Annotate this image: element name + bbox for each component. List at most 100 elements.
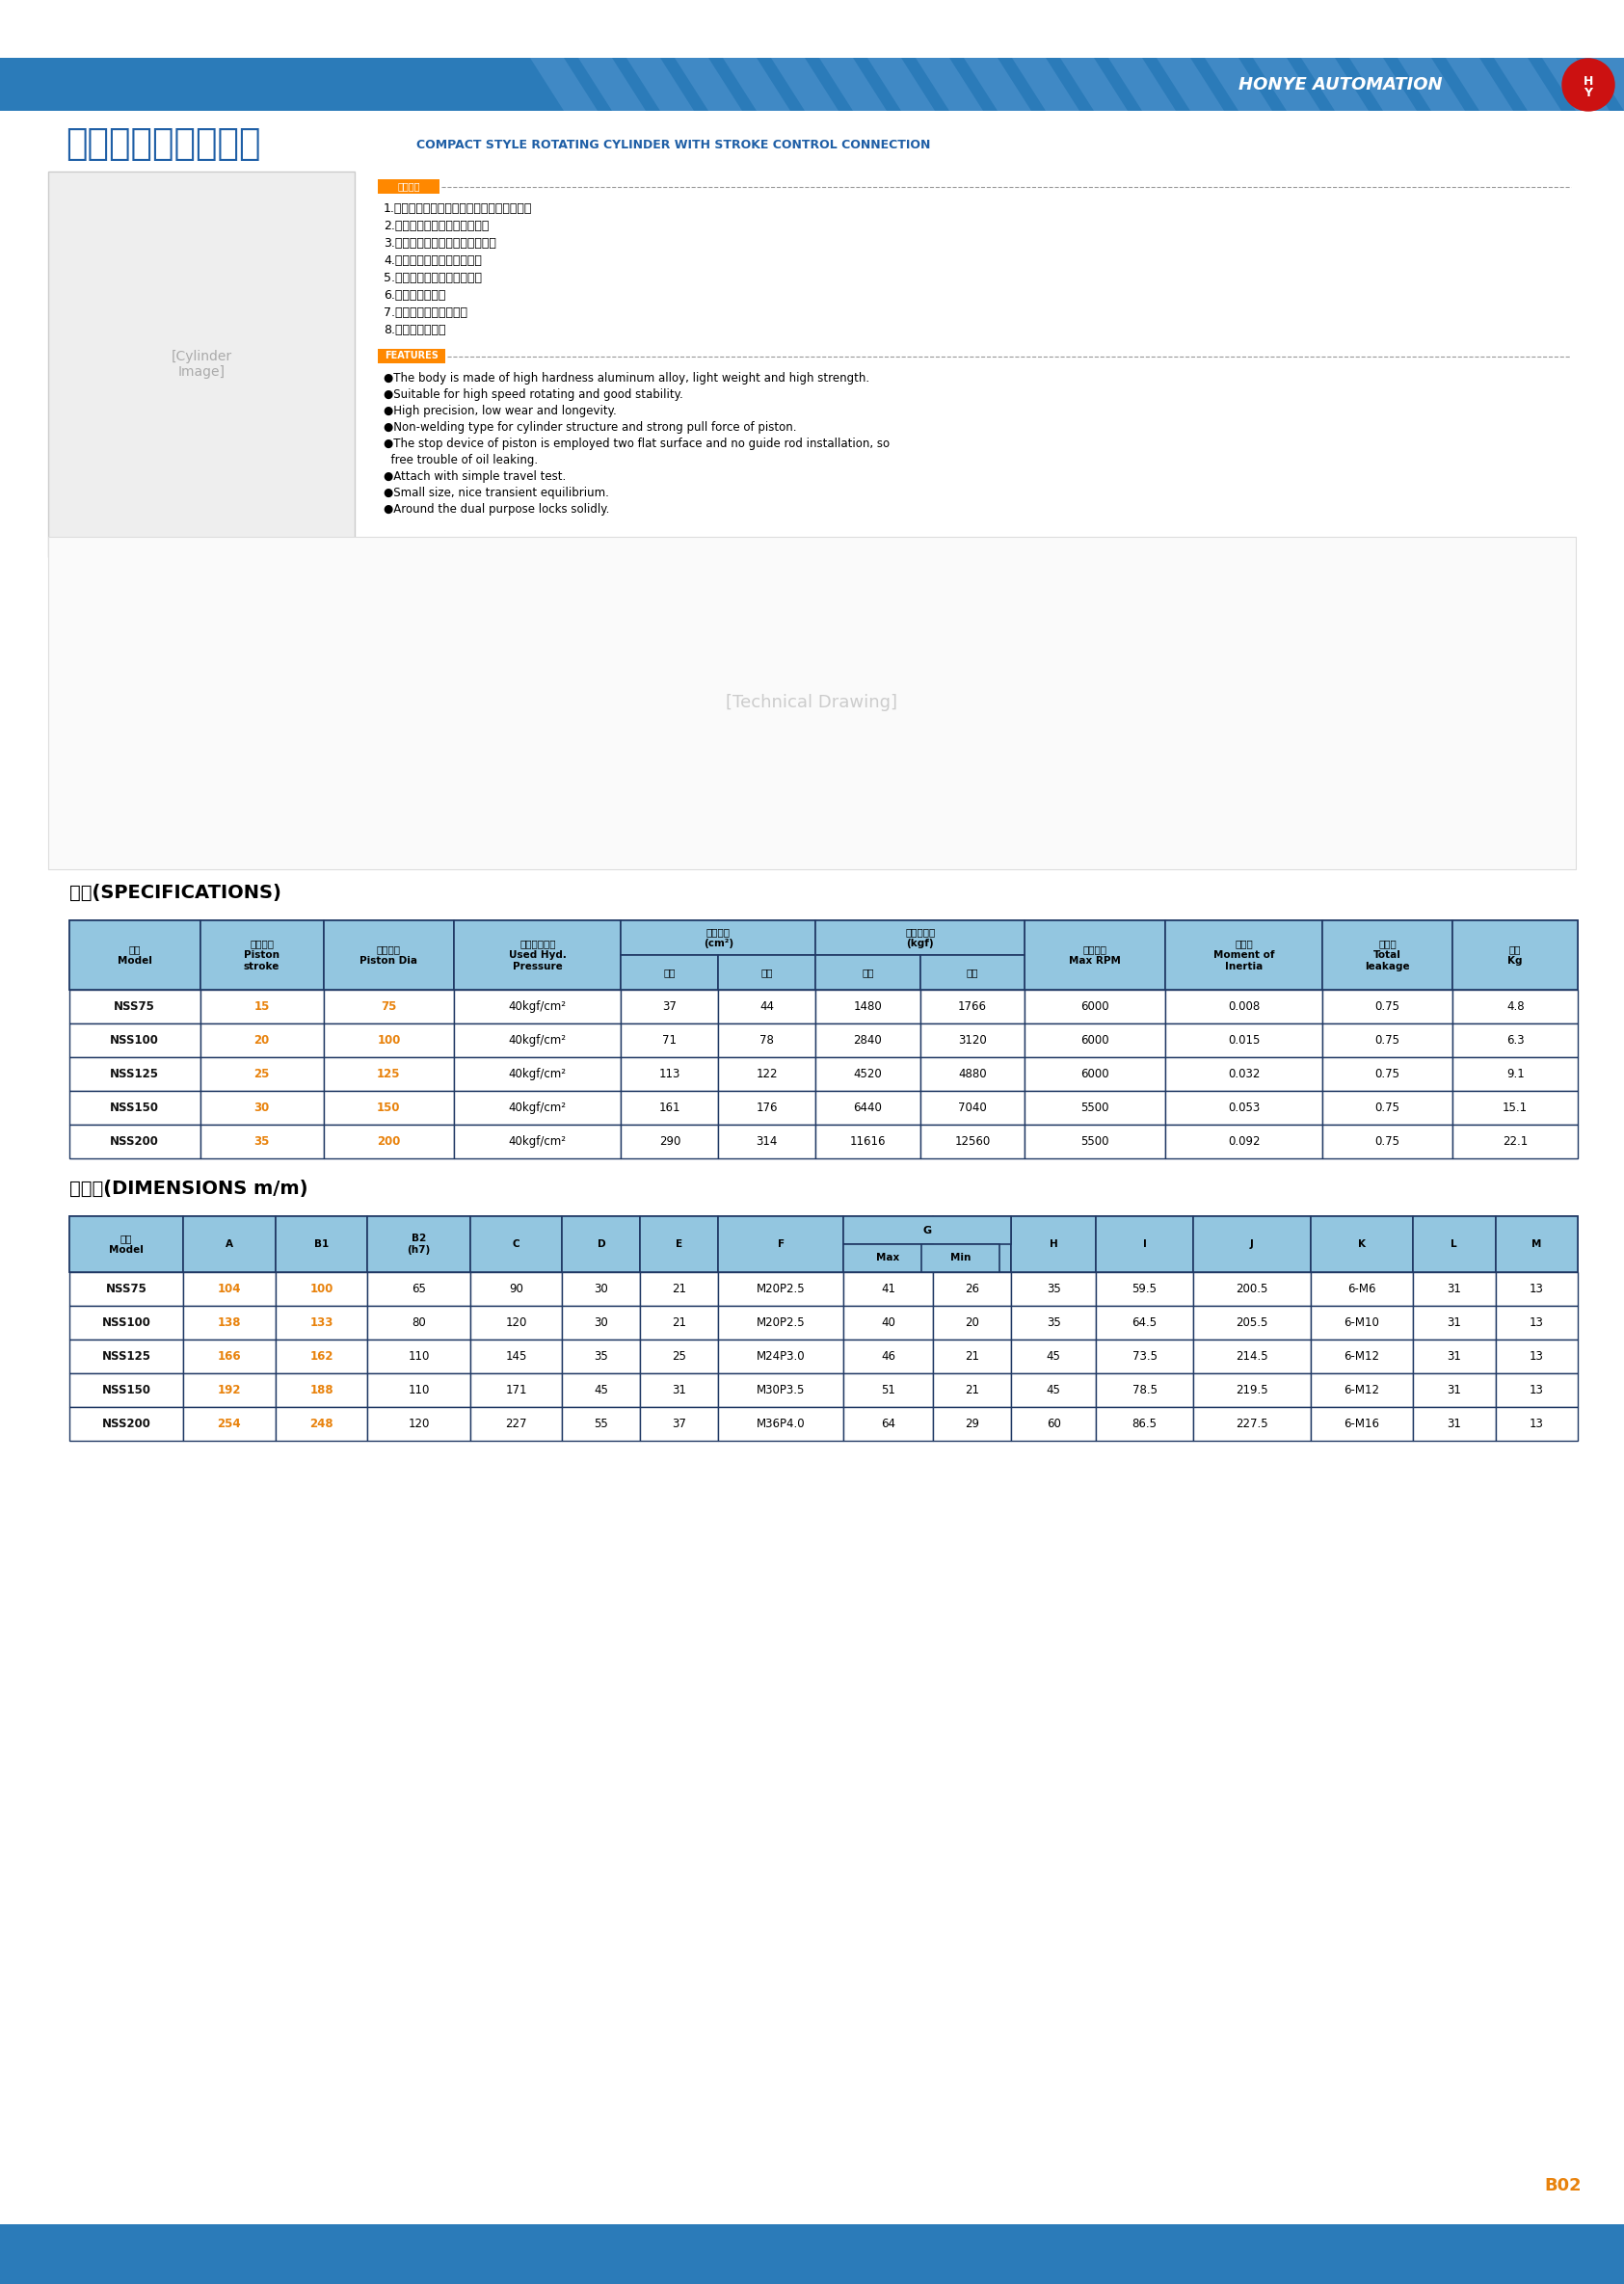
Text: 35: 35: [1046, 1284, 1060, 1295]
Bar: [932, 1407, 1012, 1441]
Polygon shape: [1494, 57, 1561, 112]
Text: 13: 13: [1530, 1284, 1544, 1295]
Text: 6.附有行程檢測。: 6.附有行程檢測。: [383, 290, 445, 301]
Text: 104: 104: [218, 1284, 240, 1295]
Bar: [200, 1124, 323, 1158]
Text: 13: 13: [1530, 1350, 1544, 1364]
Text: 227.5: 227.5: [1236, 1418, 1268, 1430]
Text: 45: 45: [1046, 1350, 1060, 1364]
Text: 219.5: 219.5: [1236, 1384, 1268, 1396]
Bar: [1453, 1124, 1579, 1158]
Text: 314: 314: [757, 1135, 778, 1149]
Text: 35: 35: [253, 1135, 270, 1149]
Text: L: L: [1450, 1240, 1457, 1249]
Bar: [184, 1407, 276, 1441]
Text: 120: 120: [505, 1316, 526, 1329]
Bar: [815, 1057, 921, 1092]
Bar: [378, 349, 445, 363]
Text: 71: 71: [663, 1035, 677, 1046]
Text: 30: 30: [253, 1101, 270, 1115]
Bar: [562, 1338, 640, 1373]
Text: 200: 200: [377, 1135, 401, 1149]
Bar: [932, 1272, 1012, 1306]
Bar: [323, 920, 455, 989]
Bar: [1166, 1124, 1322, 1158]
Text: 125: 125: [377, 1069, 401, 1080]
Bar: [184, 1272, 276, 1306]
Text: E: E: [676, 1240, 682, 1249]
Bar: [1012, 1306, 1096, 1338]
Text: NSS75: NSS75: [114, 1000, 156, 1012]
Text: B1: B1: [313, 1240, 328, 1249]
Text: 12560: 12560: [955, 1135, 991, 1149]
Text: 64: 64: [880, 1418, 895, 1430]
Text: 2.適用於高速迴轉，穩定性佳。: 2.適用於高速迴轉，穩定性佳。: [383, 219, 489, 233]
Text: 推側: 推側: [762, 968, 773, 978]
Bar: [1322, 920, 1453, 989]
Bar: [1322, 989, 1453, 1023]
Text: 46: 46: [880, 1350, 895, 1364]
Text: NSS150: NSS150: [102, 1384, 151, 1396]
Bar: [469, 1215, 562, 1272]
Text: Min: Min: [950, 1254, 971, 1263]
Bar: [843, 1272, 932, 1306]
Bar: [1194, 1306, 1311, 1338]
Bar: [640, 1215, 718, 1272]
Text: 205.5: 205.5: [1236, 1316, 1268, 1329]
Bar: [367, 1373, 469, 1407]
Text: 40kgf/cm²: 40kgf/cm²: [508, 1101, 567, 1115]
Text: NSS200: NSS200: [110, 1135, 159, 1149]
Text: 59.5: 59.5: [1132, 1284, 1156, 1295]
Bar: [469, 1272, 562, 1306]
Polygon shape: [818, 57, 887, 112]
Text: ●Suitable for high speed rotating and good stability.: ●Suitable for high speed rotating and go…: [383, 388, 684, 402]
Polygon shape: [1590, 57, 1624, 112]
Bar: [640, 1306, 718, 1338]
Bar: [718, 989, 815, 1023]
Bar: [1496, 1272, 1579, 1306]
Bar: [1413, 1407, 1496, 1441]
Text: 40: 40: [882, 1316, 895, 1329]
Text: 0.032: 0.032: [1228, 1069, 1260, 1080]
Bar: [1453, 1092, 1579, 1124]
Bar: [1166, 1023, 1322, 1057]
Text: 75: 75: [382, 1000, 396, 1012]
Text: 64.5: 64.5: [1132, 1316, 1158, 1329]
Bar: [718, 1092, 815, 1124]
Bar: [276, 1215, 367, 1272]
Bar: [843, 1245, 932, 1272]
Text: 138: 138: [218, 1316, 240, 1329]
Bar: [843, 1373, 932, 1407]
Bar: [200, 920, 323, 989]
Bar: [1322, 1092, 1453, 1124]
Text: F: F: [778, 1240, 784, 1249]
Text: C: C: [513, 1240, 520, 1249]
Bar: [1413, 1373, 1496, 1407]
Bar: [1496, 1338, 1579, 1373]
Bar: [70, 1373, 184, 1407]
Bar: [455, 1092, 620, 1124]
Text: 6-M12: 6-M12: [1345, 1350, 1380, 1364]
Bar: [469, 1373, 562, 1407]
Bar: [1194, 1338, 1311, 1373]
Text: 最高轉速
Max RPM: 最高轉速 Max RPM: [1069, 946, 1121, 966]
Bar: [620, 955, 718, 989]
Bar: [718, 1338, 843, 1373]
Bar: [70, 1215, 184, 1272]
Bar: [1453, 920, 1579, 989]
Text: COMPACT STYLE ROTATING CYLINDER WITH STROKE CONTROL CONNECTION: COMPACT STYLE ROTATING CYLINDER WITH STR…: [416, 139, 931, 151]
Bar: [932, 1373, 1012, 1407]
Text: 166: 166: [218, 1350, 240, 1364]
Text: 35: 35: [1046, 1316, 1060, 1329]
Text: 5.活塞止轉部分，內漏油小。: 5.活塞止轉部分，內漏油小。: [383, 272, 482, 283]
Bar: [640, 1338, 718, 1373]
Bar: [455, 1124, 620, 1158]
Bar: [200, 1023, 323, 1057]
Text: 活塞行程
Piston
stroke: 活塞行程 Piston stroke: [244, 939, 279, 971]
Text: 110: 110: [408, 1384, 430, 1396]
Text: 248: 248: [310, 1418, 333, 1430]
Text: NSS150: NSS150: [110, 1101, 159, 1115]
Bar: [921, 1124, 1025, 1158]
Bar: [932, 1338, 1012, 1373]
Bar: [1496, 1215, 1579, 1272]
